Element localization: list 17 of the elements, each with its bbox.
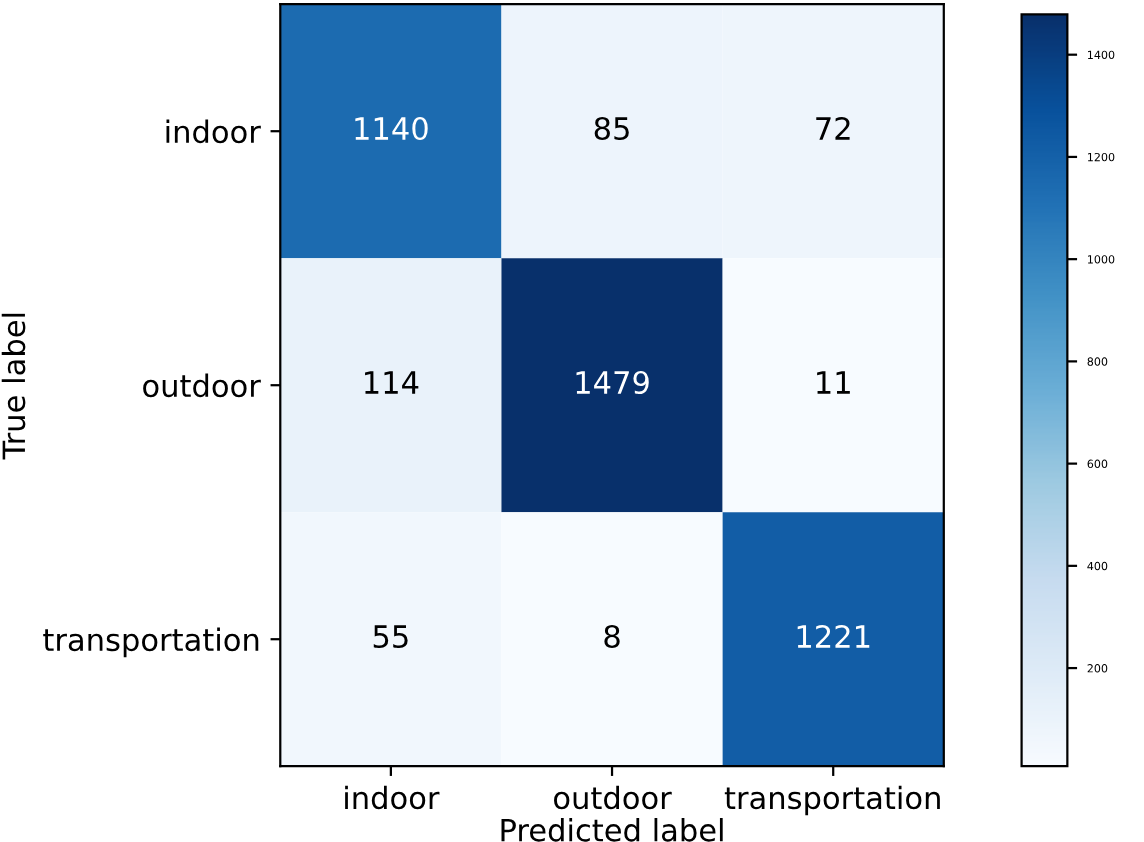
data-label: 1140 [355,116,428,141]
data-label: 8 [604,624,620,649]
y-tick-label: indoor [166,119,261,144]
data-label: 1479 [576,370,649,395]
y-axis-title: True label [1,313,26,460]
x-tick-label: transportation [724,785,940,816]
x-axis-title: Predicted label [501,818,723,842]
data-label: 11 [817,371,850,394]
data-label: 55 [373,625,408,649]
data-label: 85 [594,116,629,141]
x-tick-label: indoor [345,785,440,810]
data-label: 1221 [797,624,870,648]
x-tick-label: outdoor [554,785,672,810]
data-label: 72 [816,116,850,140]
y-tick-label: outdoor [143,373,261,398]
data-label: 114 [365,371,419,394]
y-tick-label: transportation [43,627,259,658]
